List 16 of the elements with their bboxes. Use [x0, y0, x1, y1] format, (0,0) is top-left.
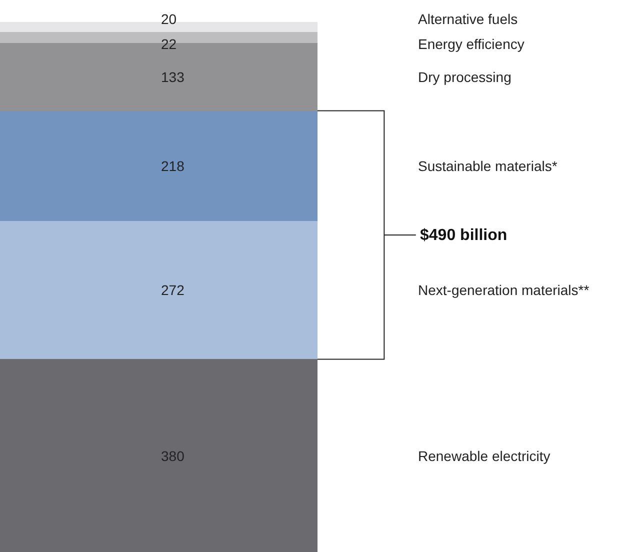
text: $490 billion: [420, 227, 508, 244]
data-label: 218: [161, 158, 185, 174]
data-label: 380: [161, 448, 185, 464]
data-label: 272: [161, 282, 185, 298]
bar: [0, 359, 318, 552]
data-label: 20: [161, 11, 177, 27]
text: Alternative fuels: [418, 11, 518, 27]
text: Sustainable materials*: [418, 158, 558, 174]
text: Energy efficiency: [418, 36, 524, 52]
bar: [0, 221, 318, 359]
text: Next-generation materials**: [418, 282, 590, 298]
data-label: 22: [161, 36, 177, 52]
text: Renewable electricity: [418, 448, 550, 464]
text: Dry processing: [418, 69, 512, 85]
bar: [0, 111, 318, 221]
data-label: 133: [161, 69, 185, 85]
